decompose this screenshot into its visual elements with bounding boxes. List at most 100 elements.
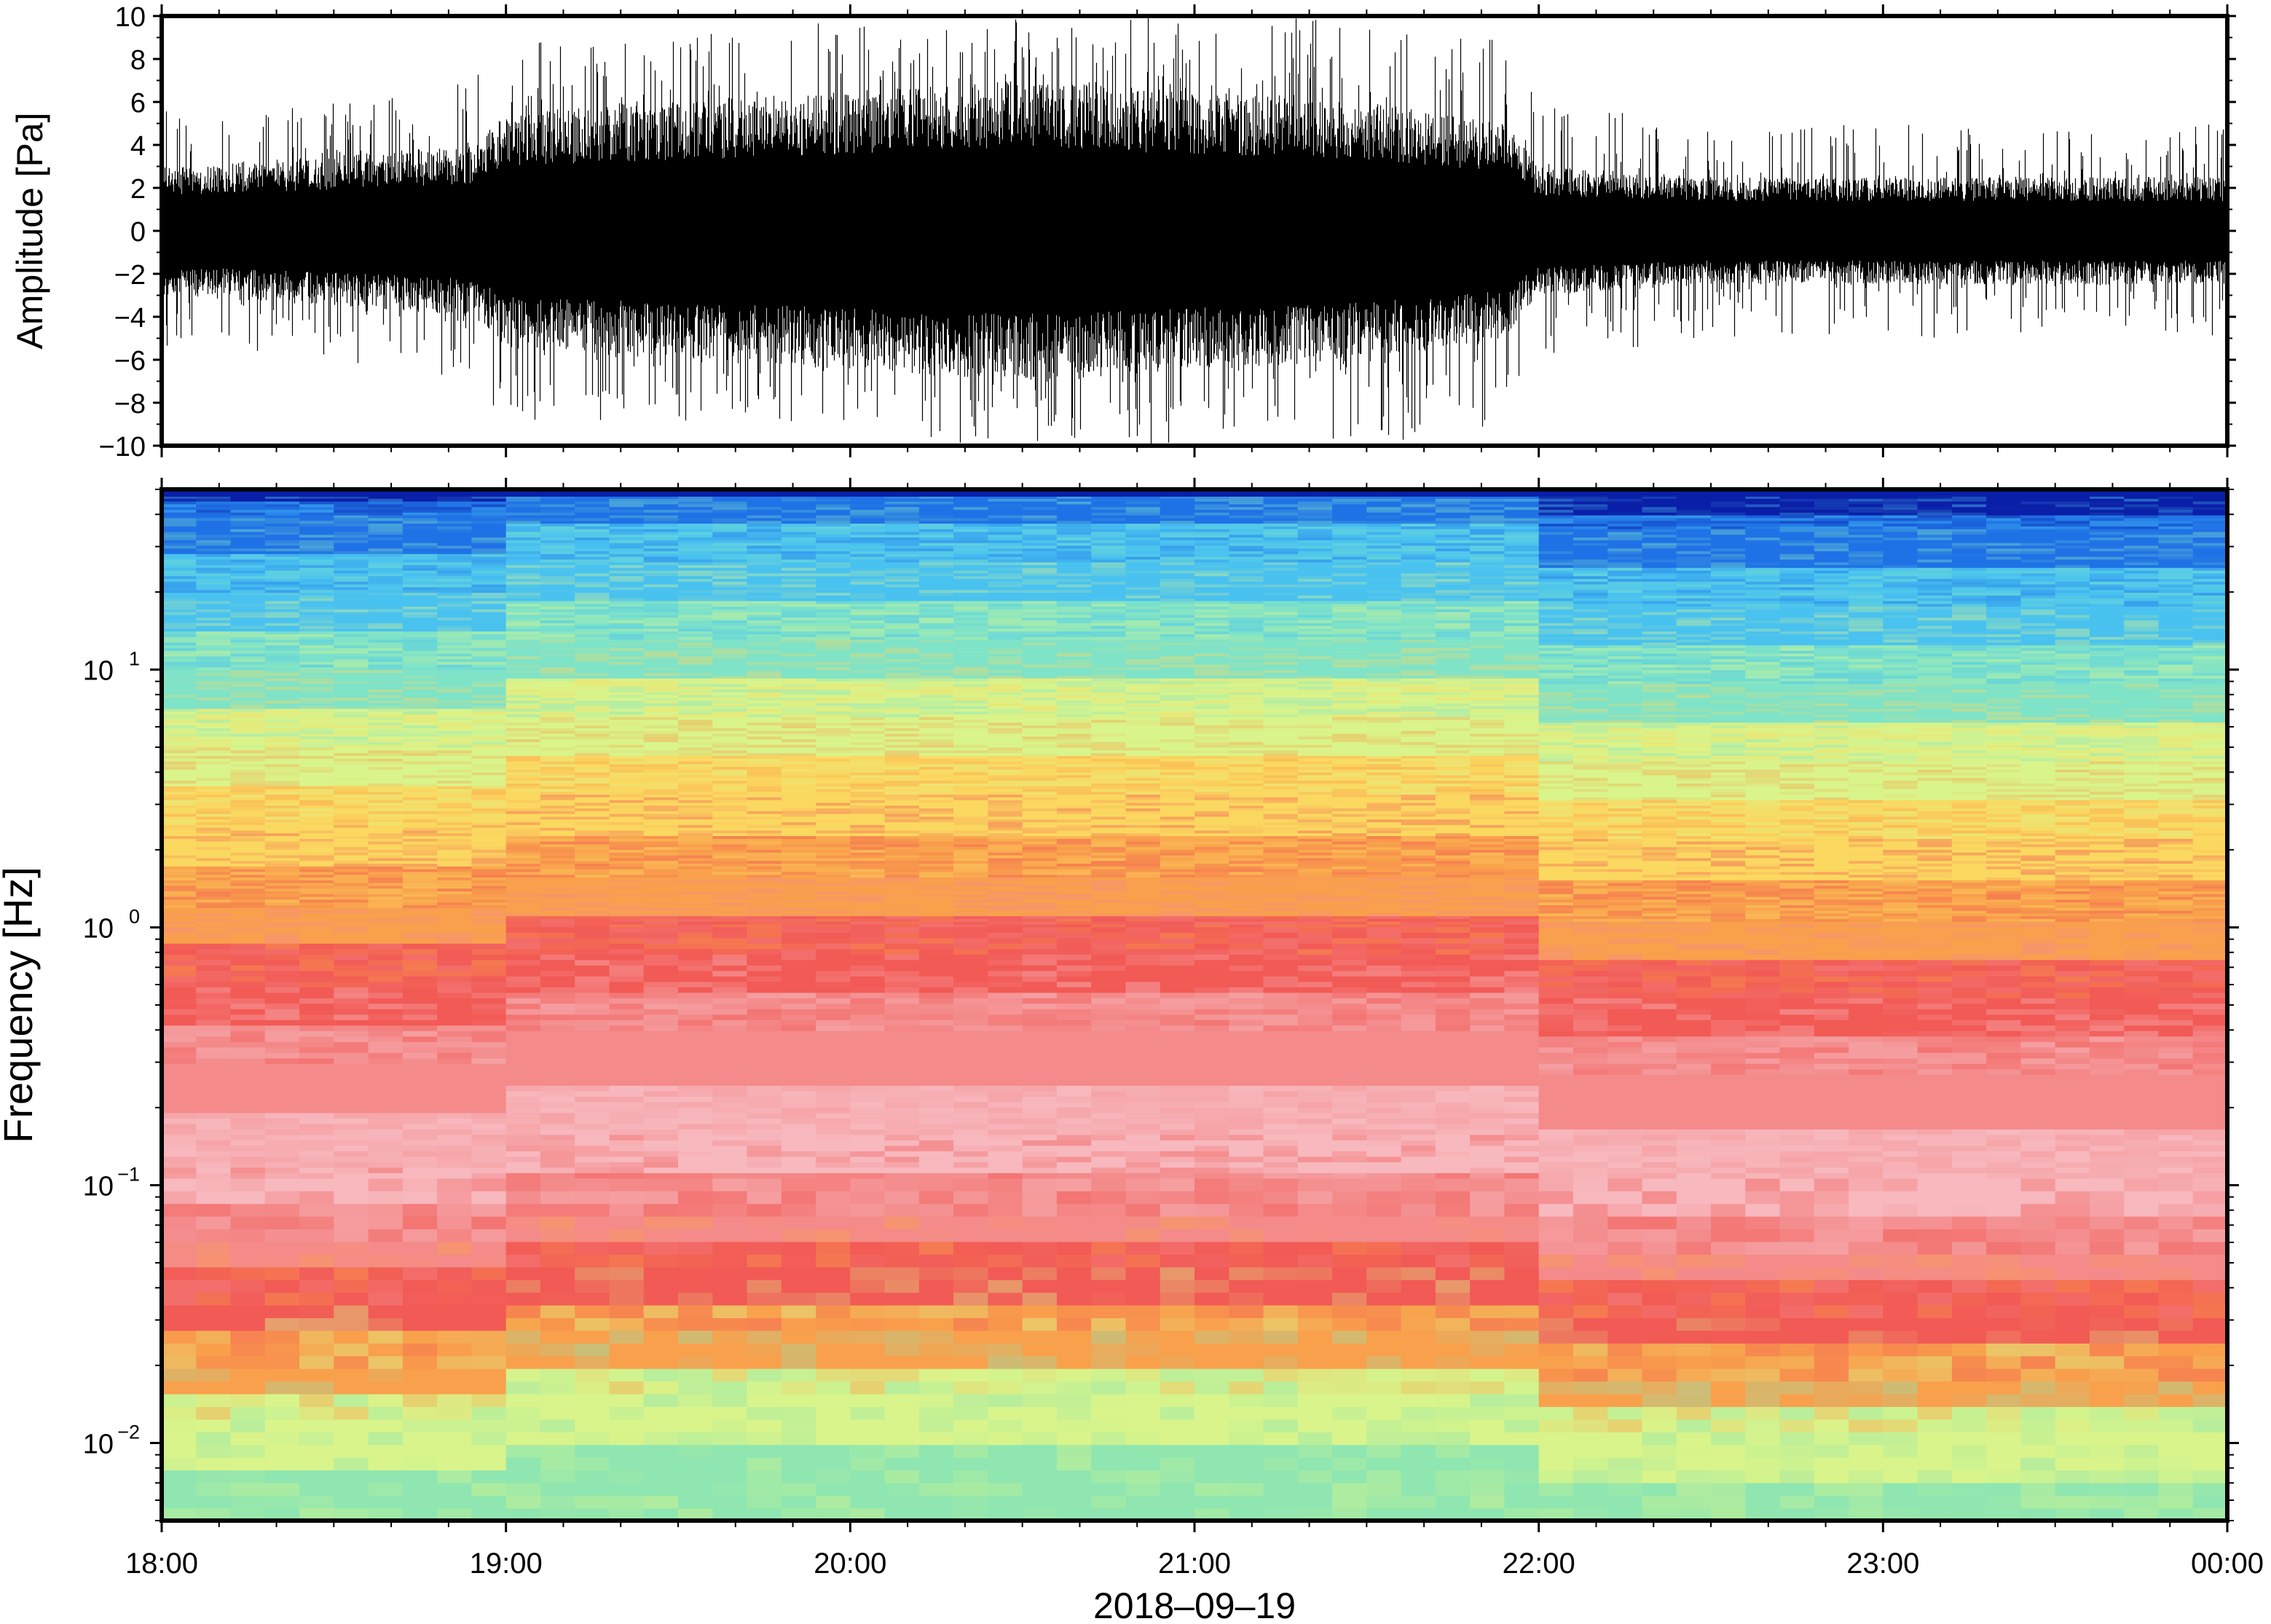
heatmap-cell: [334, 1280, 369, 1293]
heatmap-cell: [575, 520, 610, 524]
heatmap-cell: [196, 1292, 232, 1306]
heatmap-cell: [196, 1090, 232, 1097]
heatmap-cell: [747, 805, 782, 809]
heatmap-cell: [368, 1507, 404, 1521]
heatmap-cell: [575, 746, 610, 751]
heatmap-cell: [162, 1317, 197, 1331]
heatmap-cell: [437, 691, 473, 695]
heatmap-cell: [540, 675, 575, 679]
heatmap-cell: [162, 703, 197, 706]
heatmap-cell: [196, 802, 232, 806]
heatmap-cell: [230, 902, 266, 905]
heatmap-cell: [712, 634, 748, 637]
heatmap-cell: [575, 1036, 610, 1042]
heatmap-cell: [196, 1079, 232, 1086]
heatmap-cell: [230, 749, 266, 754]
heatmap-cell: [505, 1482, 541, 1496]
heatmap-cell: [643, 1156, 679, 1162]
heatmap-cell: [540, 981, 575, 988]
heatmap-cell: [402, 583, 438, 588]
heatmap-cell: [299, 868, 335, 872]
heatmap-cell: [712, 860, 748, 864]
heatmap-cell: [196, 636, 232, 640]
heatmap-cell: [437, 1330, 473, 1344]
heatmap-cell: [299, 874, 335, 878]
heatmap-cell: [540, 498, 575, 502]
heatmap-cell: [781, 736, 816, 740]
heatmap-cell: [781, 567, 816, 571]
heatmap-cell: [471, 655, 507, 660]
heatmap-cell: [575, 819, 610, 823]
heatmap-cell: [334, 819, 369, 823]
heatmap-cell: [609, 597, 645, 602]
heatmap-cell: [712, 794, 748, 797]
heatmap-cell: [781, 910, 816, 914]
heatmap-cell: [575, 575, 610, 579]
heatmap-cell: [540, 542, 575, 546]
heatmap-cell: [575, 797, 610, 800]
heatmap-cell: [437, 846, 473, 850]
heatmap-cell: [505, 1162, 541, 1168]
heatmap-cell: [334, 785, 369, 789]
heatmap-cell: [299, 1046, 335, 1053]
heatmap-cell: [747, 589, 782, 593]
heatmap-cell: [712, 799, 748, 803]
heatmap-cell: [643, 1020, 679, 1026]
heatmap-cell: [368, 885, 404, 889]
heatmap-cell: [678, 840, 714, 845]
heatmap-cell: [437, 766, 473, 770]
heatmap-cell: [196, 537, 232, 540]
heatmap-cell: [712, 663, 748, 668]
heatmap-cell: [299, 663, 335, 668]
heatmap-cell: [816, 965, 851, 971]
heatmap-cell: [368, 1025, 404, 1031]
heatmap-cell: [575, 943, 610, 950]
heatmap-cell: [712, 617, 748, 620]
heatmap-cell: [264, 965, 300, 971]
heatmap-cell: [437, 1096, 473, 1103]
heatmap-cell: [678, 827, 714, 831]
heatmap-cell: [471, 517, 507, 521]
heatmap-cell: [747, 628, 782, 632]
heatmap-cell: [264, 1317, 300, 1331]
heatmap-cell: [264, 528, 300, 532]
heatmap-cell: [196, 987, 232, 993]
heatmap-cell: [471, 970, 507, 977]
heatmap-cell: [368, 686, 404, 690]
heatmap-cell: [230, 992, 266, 998]
heatmap-cell: [196, 628, 232, 632]
heatmap-cell: [402, 548, 438, 551]
heatmap-cell: [334, 609, 369, 612]
heatmap-cell: [505, 700, 541, 703]
heatmap-cell: [162, 992, 197, 998]
heatmap-cell: [540, 1020, 575, 1026]
heatmap-cell: [471, 578, 507, 582]
heatmap-cell: [368, 1123, 404, 1130]
heatmap-cell: [505, 658, 541, 662]
heatmap-cell: [368, 1495, 404, 1509]
heatmap-cell: [299, 728, 335, 731]
heatmap-cell: [196, 976, 232, 982]
heatmap-cell: [781, 926, 816, 933]
heatmap-cell: [334, 918, 369, 922]
heatmap-cell: [540, 1178, 575, 1191]
heatmap-cell: [334, 1068, 369, 1075]
heatmap-cell: [299, 849, 335, 853]
heatmap-cell: [540, 689, 575, 693]
heatmap-cell: [747, 981, 782, 988]
heatmap-cell: [368, 569, 404, 574]
heatmap-cell: [505, 609, 541, 612]
heatmap-cell: [643, 771, 679, 776]
heatmap-cell: [299, 791, 335, 795]
heatmap-cell: [575, 1068, 610, 1075]
heatmap-cell: [437, 866, 473, 870]
heatmap-cell: [437, 495, 473, 499]
heatmap-cell: [850, 1172, 886, 1179]
heatmap-cell: [643, 1107, 679, 1113]
heatmap-cell: [162, 683, 197, 687]
heatmap-cell: [402, 531, 438, 535]
heatmap-cell: [299, 805, 335, 809]
heatmap-cell: [437, 970, 473, 977]
heatmap-cell: [196, 1368, 232, 1382]
heatmap-cell: [712, 868, 748, 872]
